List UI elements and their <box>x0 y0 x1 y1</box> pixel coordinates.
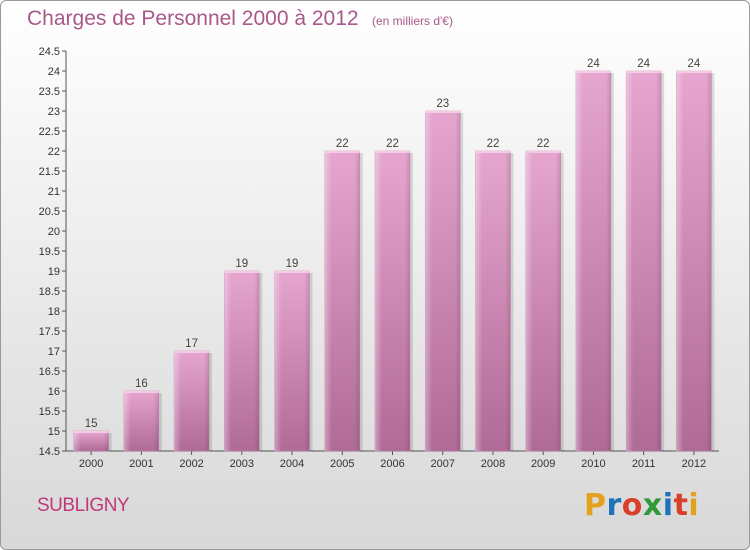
logo-letter: x <box>642 488 663 523</box>
value-label-2000: 15 <box>85 418 98 430</box>
y-tick-label: 19 <box>48 266 60 278</box>
bar-highlight <box>626 71 662 451</box>
x-tick-label-2004: 2004 <box>280 458 304 470</box>
value-label-2006: 22 <box>386 138 399 150</box>
y-tick-label: 17 <box>48 346 60 358</box>
bar-top <box>676 71 712 73</box>
y-tick-label: 17.5 <box>39 326 60 338</box>
y-tick-label: 18 <box>48 306 60 318</box>
y-tick-label: 23.5 <box>39 86 60 98</box>
value-label-2010: 24 <box>587 58 600 70</box>
bar-highlight <box>525 151 561 451</box>
bar-highlight <box>676 71 712 451</box>
chart-subtitle: (en milliers d'€) <box>372 14 453 28</box>
bar-highlight <box>475 151 511 451</box>
logo-letter: P <box>584 488 607 523</box>
x-tick-label-2005: 2005 <box>330 458 354 470</box>
bar-highlight <box>73 431 109 451</box>
chart-title: Charges de Personnel 2000 à 2012 <box>27 7 359 30</box>
bar-highlight <box>174 351 210 451</box>
bar-top <box>425 111 461 113</box>
logo-letter: o <box>621 488 643 523</box>
bar-top <box>224 271 260 273</box>
y-tick-label: 21 <box>48 186 60 198</box>
logo-letter: t <box>673 488 689 523</box>
bar-top <box>375 151 410 153</box>
y-tick-label: 16.5 <box>39 366 60 378</box>
chart-bars <box>73 70 715 452</box>
logo-letter: i <box>688 488 700 523</box>
x-tick-label-2009: 2009 <box>531 458 555 470</box>
y-tick-label: 15.5 <box>39 406 60 418</box>
bar-top <box>274 271 310 273</box>
value-label-2002: 17 <box>185 338 198 350</box>
y-tick-label: 24.5 <box>39 46 60 58</box>
bar-top <box>525 151 561 153</box>
y-tick-label: 16 <box>48 386 60 398</box>
x-tick-label-2003: 2003 <box>230 458 254 470</box>
bar-top <box>626 71 662 73</box>
bar-top <box>575 71 611 73</box>
bar-highlight <box>375 151 410 451</box>
value-label-2007: 23 <box>436 98 449 110</box>
value-label-2004: 19 <box>286 258 299 270</box>
x-tick-label-2010: 2010 <box>581 458 605 470</box>
x-tick-label-2006: 2006 <box>380 458 404 470</box>
y-tick-label: 19.5 <box>39 246 60 258</box>
bar-top <box>324 151 360 153</box>
y-tick-label: 24 <box>48 66 60 78</box>
x-tick-label-2008: 2008 <box>481 458 505 470</box>
bar-top <box>123 391 159 393</box>
y-tick-label: 22.5 <box>39 126 60 138</box>
bar-highlight <box>425 111 461 451</box>
x-tick-label-2001: 2001 <box>129 458 153 470</box>
bar-highlight <box>224 271 260 451</box>
y-tick-label: 23 <box>48 106 60 118</box>
x-tick-label-2002: 2002 <box>179 458 203 470</box>
bar-highlight <box>274 271 310 451</box>
commune-name: SUBLIGNY <box>37 495 130 516</box>
bar-top <box>475 151 511 153</box>
logo-letter: i <box>662 488 674 523</box>
y-tick-label: 20.5 <box>39 206 60 218</box>
x-tick-label-2007: 2007 <box>430 458 454 470</box>
bar-highlight <box>324 151 360 451</box>
y-tick-label: 15 <box>48 426 60 438</box>
value-label-2009: 22 <box>537 138 550 150</box>
bar-highlight <box>123 391 159 451</box>
bar-highlight <box>575 71 611 451</box>
x-tick-label-2011: 2011 <box>632 458 656 470</box>
bar-top <box>73 431 109 433</box>
bar-top <box>174 351 210 353</box>
value-label-2003: 19 <box>235 258 248 270</box>
value-label-2001: 16 <box>135 378 148 390</box>
value-label-2008: 22 <box>487 138 500 150</box>
value-label-2005: 22 <box>336 138 349 150</box>
logo-letter: r <box>606 488 622 523</box>
chart-labels: 15 2000 16 2001 17 2002 19 2003 19 2004 22 2005 22 20… <box>79 58 706 470</box>
value-label-2011: 24 <box>637 58 650 70</box>
proxiti-logo: Proxiti <box>584 488 699 523</box>
y-tick-label: 18.5 <box>39 286 60 298</box>
y-tick-label: 14.5 <box>39 446 60 458</box>
y-tick-label: 21.5 <box>39 166 60 178</box>
x-tick-label-2000: 2000 <box>79 458 103 470</box>
value-label-2012: 24 <box>687 58 700 70</box>
y-tick-label: 22 <box>48 146 60 158</box>
x-tick-label-2012: 2012 <box>682 458 706 470</box>
y-tick-label: 20 <box>48 226 60 238</box>
